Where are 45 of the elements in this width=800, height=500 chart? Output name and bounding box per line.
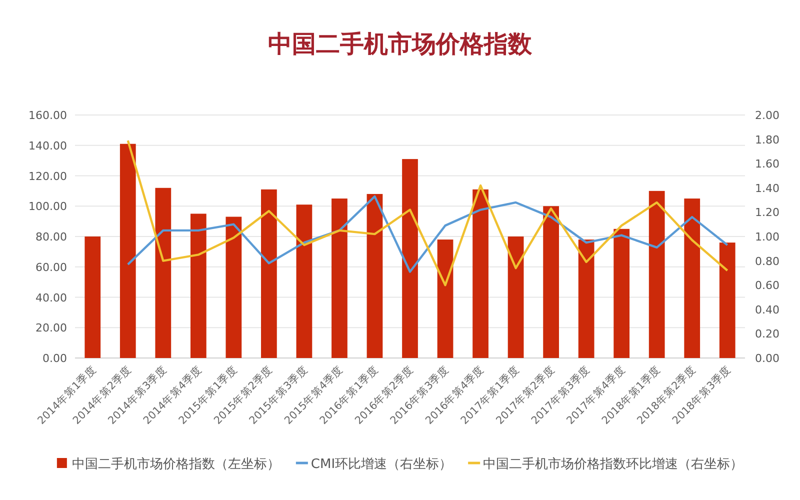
bar bbox=[190, 214, 206, 358]
y2-tick-label: 1.80 bbox=[755, 133, 780, 146]
bar bbox=[543, 206, 559, 358]
y-tick-label: 120.00 bbox=[28, 170, 67, 183]
y-tick-label: 60.00 bbox=[36, 260, 67, 274]
y-tick-label: 80.00 bbox=[36, 230, 67, 244]
y2-tick-label: 0.60 bbox=[755, 279, 780, 292]
bar bbox=[684, 198, 700, 358]
y2-tick-label: 0.80 bbox=[755, 254, 780, 268]
bar bbox=[366, 194, 383, 358]
bar bbox=[84, 236, 101, 358]
bar bbox=[296, 204, 312, 358]
line-series bbox=[126, 139, 728, 286]
chart-title: 中国二手机市场价格指数 bbox=[268, 30, 533, 58]
legend-label: 中国二手机市场价格指数环比增速（右坐标） bbox=[483, 457, 744, 472]
bar bbox=[578, 240, 594, 358]
bar bbox=[719, 242, 736, 358]
bar bbox=[614, 228, 630, 358]
legend-label: CMI环比增速（右坐标） bbox=[310, 457, 452, 472]
y-tick-label: 0.00 bbox=[42, 352, 67, 365]
y2-tick-label: 1.20 bbox=[755, 206, 780, 220]
y2-tick-label: 1.00 bbox=[755, 230, 780, 244]
bar bbox=[261, 189, 277, 358]
y2-tick-label: 0.40 bbox=[755, 303, 780, 316]
bar bbox=[508, 236, 524, 358]
bar bbox=[437, 240, 454, 358]
y-tick-label: 20.00 bbox=[36, 322, 67, 335]
y2-tick-label: 0.20 bbox=[755, 328, 780, 341]
bar bbox=[648, 190, 665, 358]
bar bbox=[226, 216, 242, 358]
y2-tick-label: 2.00 bbox=[755, 109, 780, 122]
y2-tick-label: 1.60 bbox=[755, 158, 780, 171]
bar bbox=[472, 189, 488, 358]
bar bbox=[332, 198, 348, 358]
y2-tick-label: 0.00 bbox=[755, 352, 780, 365]
line-series bbox=[126, 195, 728, 273]
y-tick-label: 100.00 bbox=[28, 200, 67, 214]
y-tick-label: 140.00 bbox=[28, 139, 67, 152]
bar bbox=[155, 188, 172, 358]
y2-tick-label: 1.40 bbox=[755, 182, 780, 195]
bar bbox=[120, 144, 136, 358]
legend-label: 中国二手机市场价格指数（左坐标） bbox=[72, 457, 280, 472]
y-tick-label: 160.00 bbox=[28, 109, 67, 122]
y-tick-label: 40.00 bbox=[36, 291, 67, 304]
bar bbox=[402, 159, 418, 358]
